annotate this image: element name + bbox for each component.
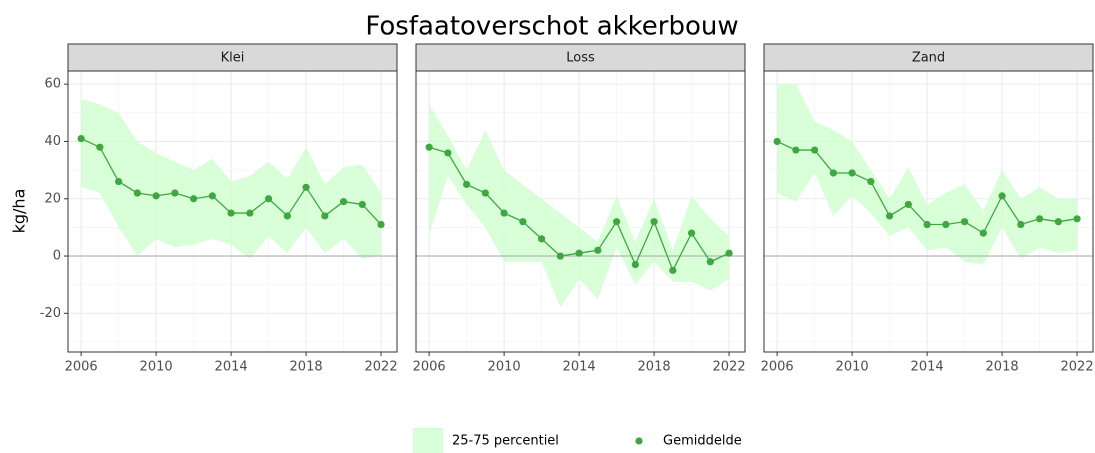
mean-point — [96, 143, 104, 151]
y-tick-label: 60 — [44, 77, 61, 92]
mean-point — [246, 209, 254, 217]
mean-point — [848, 169, 856, 177]
legend-swatch — [413, 428, 443, 453]
mean-point — [264, 195, 273, 203]
y-tick-label: 20 — [44, 191, 61, 206]
mean-point — [706, 258, 714, 266]
mean-point — [283, 212, 291, 220]
y-tick-label: -20 — [40, 306, 61, 321]
mean-point — [538, 235, 546, 243]
x-tick-label: 2014 — [563, 360, 596, 375]
mean-point — [302, 183, 310, 191]
percentile-band — [429, 104, 730, 308]
mean-point — [792, 146, 800, 154]
x-tick-label: 2006 — [761, 360, 794, 375]
mean-point — [998, 192, 1006, 200]
mean-point — [425, 143, 433, 151]
x-tick-label: 2010 — [488, 360, 521, 375]
mean-point — [1017, 220, 1025, 229]
mean-point — [960, 218, 969, 226]
legend-swatch — [635, 437, 643, 445]
mean-point — [829, 169, 837, 177]
x-tick-label: 2006 — [65, 360, 98, 375]
x-tick-label: 2018 — [638, 360, 671, 375]
chart-title: Fosfaatoverschot akkerbouw — [365, 12, 738, 42]
mean-point — [811, 146, 819, 154]
mean-point — [594, 246, 602, 254]
mean-point — [339, 198, 348, 206]
mean-point — [190, 195, 198, 203]
x-tick-label: 2022 — [1061, 360, 1094, 375]
strip — [67, 43, 398, 72]
x-tick-label: 2006 — [413, 360, 446, 375]
mean-point — [556, 252, 564, 260]
mean-point — [227, 209, 235, 217]
mean-point — [904, 200, 912, 209]
mean-point — [133, 189, 141, 197]
legend-label: Gemiddelde — [663, 434, 742, 449]
mean-point — [77, 135, 85, 143]
mean-point — [575, 249, 583, 257]
mean-point — [650, 218, 658, 226]
mean-point — [519, 218, 527, 226]
percentile-band — [81, 98, 382, 259]
legend-label: 25-75 percentiel — [452, 434, 559, 449]
strip — [763, 43, 1094, 72]
mean-point — [612, 218, 621, 226]
mean-point — [321, 212, 329, 220]
mean-point — [171, 189, 179, 197]
mean-point — [463, 180, 471, 189]
mean-point — [886, 212, 894, 220]
mean-point — [631, 261, 639, 269]
y-axis-label: kg/ha — [10, 189, 29, 234]
x-tick-label: 2010 — [140, 360, 173, 375]
mean-point — [1054, 218, 1062, 226]
mean-point — [208, 192, 216, 200]
mean-point — [152, 192, 160, 200]
x-tick-label: 2014 — [911, 360, 944, 375]
x-tick-label: 2018 — [290, 360, 323, 375]
mean-point — [669, 266, 677, 274]
panel-title: Zand — [912, 51, 945, 66]
panel-border — [763, 70, 1094, 353]
mean-point — [923, 220, 931, 229]
y-tick-label: 0 — [53, 249, 61, 264]
mean-point — [358, 200, 366, 209]
percentile-band — [777, 84, 1078, 265]
y-tick-label: 40 — [44, 134, 61, 149]
x-tick-label: 2010 — [836, 360, 869, 375]
mean-point — [1035, 215, 1044, 223]
mean-point — [481, 189, 489, 197]
mean-point — [115, 177, 123, 186]
mean-point — [500, 209, 508, 217]
panel-title: Loss — [566, 51, 595, 66]
panel-border — [415, 70, 746, 353]
mean-point — [979, 229, 987, 237]
mean-point — [942, 220, 950, 229]
mean-point — [773, 137, 781, 146]
x-tick-label: 2014 — [215, 360, 248, 375]
panel-title: Klei — [221, 51, 245, 66]
x-tick-label: 2022 — [713, 360, 746, 375]
mean-point — [444, 149, 452, 157]
panel-border — [67, 70, 398, 353]
mean-point — [1073, 215, 1081, 223]
mean-point — [867, 177, 875, 186]
mean-point — [687, 229, 696, 237]
x-tick-label: 2018 — [986, 360, 1019, 375]
x-tick-label: 2022 — [365, 360, 398, 375]
mean-point — [377, 220, 385, 229]
mean-point — [725, 249, 733, 257]
